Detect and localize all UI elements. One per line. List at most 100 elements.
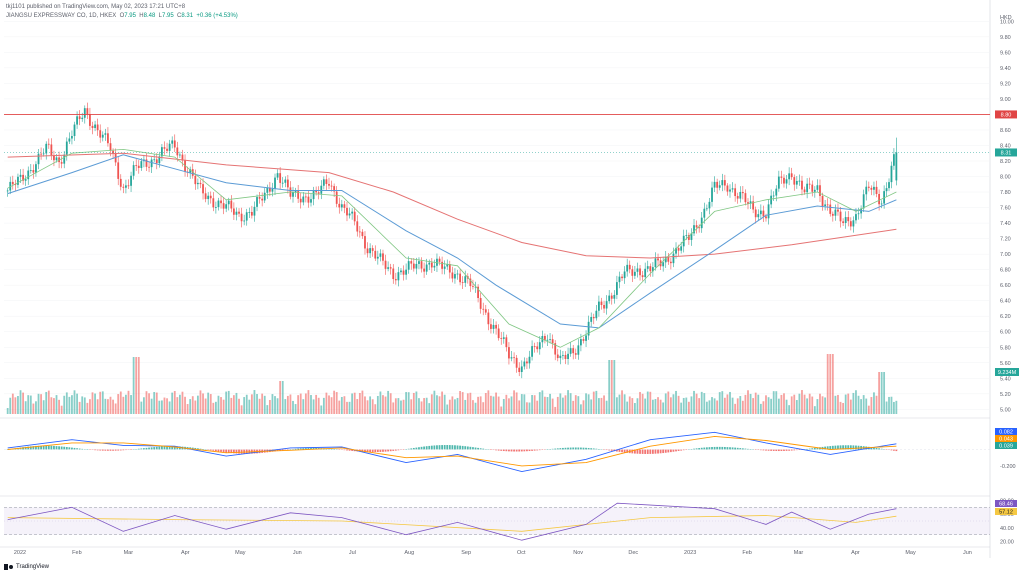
macd-hist-bar (698, 448, 701, 450)
macd-hist-bar (572, 447, 575, 450)
candle-body (27, 170, 30, 180)
candle-body (307, 196, 310, 203)
macd-hist-bar (387, 449, 390, 452)
time-tick-label: Jun (293, 550, 302, 556)
rsi-line (7, 502, 897, 541)
volume-bar (700, 391, 703, 414)
volume-bar (531, 394, 533, 414)
candle-body (11, 181, 14, 185)
ohlc-change: +0.36 (+4.53%) (196, 13, 238, 19)
volume-bar (220, 397, 222, 414)
volume-bar (294, 404, 297, 414)
candle-body (412, 263, 415, 269)
time-tick-label: Jun (963, 550, 972, 556)
candle-body (374, 250, 377, 259)
ohlc-low: 7.95 (162, 13, 174, 19)
time-tick-label: May (905, 550, 916, 556)
tradingview-logo: TradingView (4, 564, 49, 570)
volume-bar (371, 399, 374, 414)
candle-body (554, 343, 557, 355)
volume-bar (22, 392, 24, 414)
candle-body (567, 353, 569, 359)
macd-hist-bar (65, 447, 68, 450)
volume-bar (641, 393, 644, 414)
candle-body (284, 179, 287, 183)
time-tick-label: Nov (573, 550, 583, 556)
macd-hist-bar (150, 447, 153, 450)
candle-body (523, 361, 526, 367)
macd-hist-bar (895, 449, 898, 452)
volume-bar (765, 395, 767, 414)
candle-body (492, 324, 495, 329)
macd-hist-bar (464, 446, 467, 450)
candle-body (726, 185, 729, 192)
candle-body (45, 143, 48, 154)
macd-hist-bar (302, 448, 305, 450)
macd-hist-bar (831, 445, 834, 450)
macd-hist-bar (274, 449, 276, 452)
macd-hist-bar (651, 449, 654, 454)
macd-hist-bar (690, 449, 693, 450)
volume-bar (274, 396, 276, 414)
macd-hist-bar (592, 448, 595, 450)
macd-hist-bar (346, 449, 348, 451)
tradingview-logo-icon (4, 564, 14, 570)
volume-bar (189, 399, 192, 414)
macd-hist-bar (608, 449, 611, 451)
macd-hist-bar (312, 447, 315, 450)
candle-body (855, 214, 857, 221)
macd-hist-bar (191, 447, 194, 450)
macd-hist-bar (855, 445, 857, 450)
macd-hist-bar (890, 449, 893, 451)
volume-bar (895, 400, 898, 414)
macd-hist-bar (366, 449, 369, 453)
macd-hist-bar (523, 449, 526, 452)
rsi-tick-label: 60.00 (1000, 512, 1014, 518)
volume-bar (508, 398, 510, 414)
volume-bar (754, 392, 757, 414)
candle-body (248, 211, 251, 213)
macd-hist-bar (148, 447, 150, 450)
macd-hist-bar (27, 446, 30, 450)
macd-hist-bar (492, 449, 495, 451)
macd-hist-bar (515, 449, 518, 452)
candle-body (495, 324, 497, 329)
candle-body (153, 159, 156, 161)
macd-hist-bar (813, 447, 816, 450)
macd-signal-line (7, 435, 897, 467)
volume-bar (6, 408, 9, 414)
candle-body (641, 275, 644, 278)
macd-hist-bar (875, 447, 878, 450)
macd-hist-bar (407, 448, 410, 450)
candle-body (649, 266, 652, 272)
macd-hist-bar (605, 449, 608, 451)
macd-hist-bar (227, 449, 230, 453)
macd-hist-bar (364, 449, 366, 452)
volume-bar (29, 395, 32, 414)
candle-body (472, 286, 474, 287)
volume-bar (780, 394, 783, 414)
candle-body (677, 248, 680, 251)
candle-body (533, 346, 536, 347)
volume-bar (731, 397, 734, 414)
candle-body (209, 195, 212, 199)
macd-hist-bar (633, 449, 636, 454)
candle-body (703, 208, 706, 218)
macd-hist-bar (32, 446, 35, 450)
volume-bar (834, 395, 837, 414)
volume-bar (248, 399, 251, 414)
volume-bar (297, 395, 300, 414)
volume-bar (654, 399, 657, 414)
macd-hist-bar (58, 446, 60, 450)
candle-body (477, 286, 479, 299)
macd-hist-bar (446, 445, 449, 450)
candle-body (202, 184, 204, 194)
candle-body (199, 182, 202, 185)
volume-bar (179, 394, 181, 414)
volume-bar (83, 397, 86, 414)
volume-bar (310, 395, 312, 414)
ohlc-low-label: L (158, 13, 163, 19)
candle-body (317, 192, 320, 194)
volume-bar (705, 401, 708, 414)
price-tick-label: 6.40 (1000, 299, 1011, 305)
